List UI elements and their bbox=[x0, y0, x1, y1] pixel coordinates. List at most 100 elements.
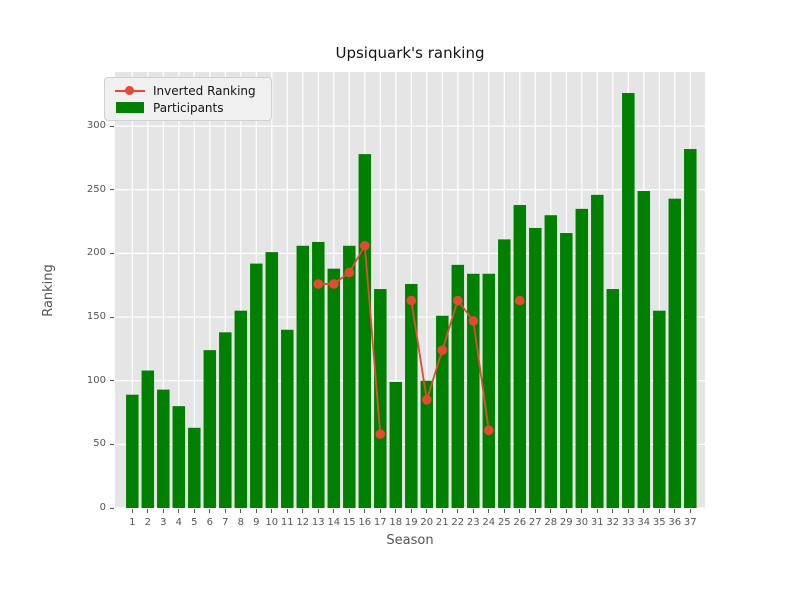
x-axis-label: Season bbox=[386, 533, 434, 548]
participants-bar bbox=[281, 329, 294, 508]
x-tick-mark bbox=[565, 509, 567, 513]
participants-bar bbox=[389, 381, 403, 508]
inverted-ranking-point bbox=[453, 295, 463, 306]
participants-bar bbox=[684, 149, 697, 508]
x-tick-mark bbox=[348, 509, 350, 513]
inverted-ranking-point bbox=[406, 295, 417, 306]
inverted-ranking-point bbox=[437, 345, 448, 355]
x-tick-label: 2 bbox=[144, 517, 151, 528]
x-tick-label: 21 bbox=[435, 517, 449, 528]
x-tick-label: 5 bbox=[191, 517, 198, 528]
participants-bar bbox=[467, 273, 480, 508]
inverted-ranking-point bbox=[329, 279, 339, 289]
participants-bar bbox=[622, 93, 635, 508]
participants-bar bbox=[358, 154, 372, 508]
x-tick-label: 4 bbox=[175, 517, 182, 528]
x-tick-label: 22 bbox=[451, 517, 465, 528]
x-tick-mark bbox=[364, 509, 366, 513]
participants-bar bbox=[653, 310, 666, 508]
participants-bar bbox=[405, 283, 418, 508]
legend-line-marker-icon bbox=[115, 86, 145, 95]
x-tick-label: 18 bbox=[389, 517, 403, 528]
inverted-ranking-point bbox=[422, 394, 432, 405]
participants-bar bbox=[637, 191, 651, 508]
x-tick-label: 26 bbox=[513, 517, 527, 528]
participants-bar bbox=[436, 315, 449, 508]
participants-bar bbox=[296, 245, 310, 508]
participants-bar bbox=[203, 350, 217, 508]
y-tick-label: 100 bbox=[86, 374, 106, 386]
y-tick-label: 50 bbox=[93, 438, 106, 450]
y-tick-label: 300 bbox=[86, 120, 106, 132]
legend-label: Inverted Ranking bbox=[153, 83, 256, 98]
x-tick-label: 12 bbox=[296, 517, 310, 528]
inverted-ranking-point bbox=[484, 425, 494, 436]
x-tick-label: 37 bbox=[683, 517, 697, 528]
y-axis-label: Ranking bbox=[41, 264, 56, 317]
participants-bar bbox=[219, 332, 232, 508]
x-tick-mark bbox=[503, 509, 505, 513]
participants-bar bbox=[157, 389, 170, 508]
y-tick-mark bbox=[110, 189, 114, 191]
y-tick-mark bbox=[110, 125, 114, 127]
y-tick-mark bbox=[110, 316, 114, 318]
x-tick-label: 28 bbox=[544, 517, 558, 528]
y-tick-label: 150 bbox=[86, 311, 106, 323]
participants-bar bbox=[451, 264, 465, 508]
legend: Inverted Ranking Participants bbox=[104, 77, 272, 121]
x-tick-label: 27 bbox=[528, 517, 542, 528]
inverted-ranking-point bbox=[344, 267, 355, 278]
x-tick-mark bbox=[333, 509, 335, 513]
x-tick-mark bbox=[131, 509, 133, 513]
x-tick-mark bbox=[581, 509, 583, 513]
x-tick-mark bbox=[658, 509, 660, 513]
y-tick-mark bbox=[110, 443, 114, 445]
participants-bar bbox=[141, 370, 155, 508]
x-tick-mark bbox=[255, 509, 257, 513]
x-tick-mark bbox=[627, 509, 629, 513]
x-tick-label: 3 bbox=[160, 517, 167, 528]
participants-bar bbox=[560, 233, 573, 508]
legend-label: Participants bbox=[153, 100, 224, 115]
x-tick-mark bbox=[240, 509, 242, 513]
participants-bar bbox=[343, 245, 356, 508]
participants-bar bbox=[234, 310, 248, 508]
participants-bar bbox=[265, 252, 279, 508]
plot-area bbox=[115, 72, 705, 508]
x-tick-label: 25 bbox=[497, 517, 511, 528]
participants-bar bbox=[188, 427, 201, 508]
inverted-ranking-point bbox=[515, 295, 525, 306]
x-tick-mark bbox=[162, 509, 164, 513]
x-tick-label: 9 bbox=[253, 517, 260, 528]
x-tick-mark bbox=[395, 509, 397, 513]
x-tick-label: 13 bbox=[311, 517, 325, 528]
x-tick-label: 31 bbox=[590, 517, 604, 528]
x-tick-label: 35 bbox=[652, 517, 666, 528]
x-tick-label: 33 bbox=[621, 517, 635, 528]
x-tick-label: 16 bbox=[358, 517, 372, 528]
x-tick-mark bbox=[550, 509, 552, 513]
y-tick-mark bbox=[110, 252, 114, 254]
x-tick-mark bbox=[689, 509, 691, 513]
participants-bar bbox=[172, 406, 186, 508]
x-tick-label: 34 bbox=[637, 517, 651, 528]
x-tick-mark bbox=[441, 509, 443, 513]
x-tick-label: 15 bbox=[342, 517, 356, 528]
x-tick-mark bbox=[286, 509, 288, 513]
participants-bar bbox=[374, 289, 387, 508]
inverted-ranking-point bbox=[360, 240, 370, 251]
inverted-ranking-point bbox=[313, 279, 324, 289]
participants-bar bbox=[420, 380, 434, 508]
participants-bar bbox=[126, 394, 139, 508]
inverted-ranking-point bbox=[375, 429, 386, 439]
y-tick-label: 0 bbox=[99, 502, 106, 513]
x-tick-mark bbox=[209, 509, 211, 513]
x-tick-label: 8 bbox=[237, 517, 244, 528]
participants-bar bbox=[327, 268, 341, 508]
participants-bar bbox=[668, 198, 682, 508]
x-tick-label: 1 bbox=[129, 517, 136, 528]
x-tick-mark bbox=[410, 509, 412, 513]
legend-patch-icon bbox=[115, 102, 145, 113]
x-tick-mark bbox=[519, 509, 521, 513]
